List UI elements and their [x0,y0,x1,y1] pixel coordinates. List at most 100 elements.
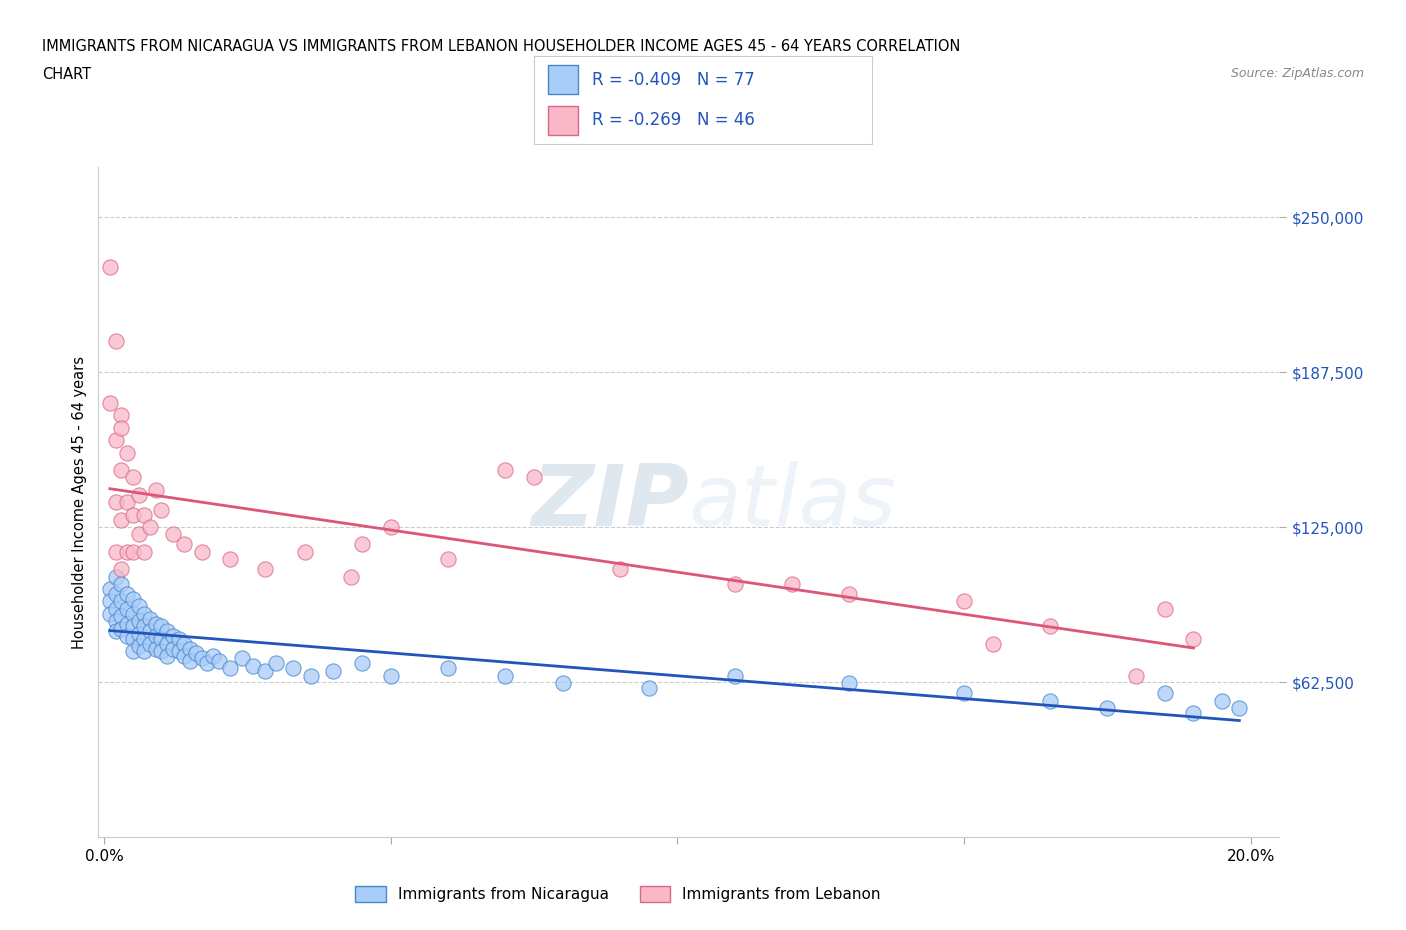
Text: R = -0.269   N = 46: R = -0.269 N = 46 [592,112,755,129]
Point [110,408,132,423]
Point [981,636,1004,651]
Point [167,631,190,646]
Point [139,624,162,639]
Text: IMMIGRANTS FROM NICARAGUA VS IMMIGRANTS FROM LEBANON HOUSEHOLDER INCOME AGES 45 : IMMIGRANTS FROM NICARAGUA VS IMMIGRANTS … [42,39,960,54]
Point [495,462,517,477]
Point [128,487,150,502]
Point [121,631,143,646]
Point [294,544,316,559]
Point [724,577,747,591]
Point [190,544,212,559]
Point [219,661,242,676]
Point [184,646,207,661]
Point [98,395,121,410]
Point [110,609,132,624]
Point [110,594,132,609]
Point [145,629,167,644]
Point [352,537,374,551]
Point [145,617,167,631]
Point [121,618,143,633]
Point [104,587,127,602]
Point [104,614,127,629]
Point [115,587,138,602]
Point [104,334,127,349]
Point [150,631,173,646]
Point [167,644,190,658]
Point [128,639,150,654]
Point [156,648,179,663]
Point [208,654,231,669]
Point [838,587,860,602]
Bar [548,65,578,94]
Point [134,606,156,621]
Point [551,676,574,691]
Point [128,527,150,542]
Point [115,495,138,510]
Point [780,577,803,591]
Point [104,432,127,447]
Point [1153,602,1175,617]
Point [110,462,132,477]
Point [139,520,162,535]
Point [162,527,184,542]
Text: CHART: CHART [42,67,91,82]
Point [115,602,138,617]
Point [110,621,132,636]
Text: atlas: atlas [689,460,897,544]
Point [231,651,253,666]
Point [134,544,156,559]
Point [838,676,860,691]
Point [98,606,121,621]
Point [1182,706,1205,721]
Point [264,656,287,671]
Point [104,569,127,584]
Text: Source: ZipAtlas.com: Source: ZipAtlas.com [1230,67,1364,80]
Point [145,483,167,498]
Point [380,669,402,684]
Point [437,551,460,566]
Point [104,495,127,510]
Point [121,644,143,658]
Point [1182,631,1205,646]
Point [128,626,150,641]
Point [110,577,132,591]
Point [1039,618,1062,633]
Point [98,581,121,596]
Point [322,663,344,678]
Point [98,594,121,609]
Bar [548,106,578,136]
Point [1211,693,1233,708]
Point [150,644,173,658]
Point [253,562,276,577]
Text: ZIP: ZIP [531,460,689,544]
Point [134,618,156,633]
Point [339,569,361,584]
Point [115,629,138,644]
Point [162,629,184,644]
Text: R = -0.409   N = 77: R = -0.409 N = 77 [592,71,755,88]
Point [128,599,150,614]
Point [145,641,167,656]
Point [173,648,195,663]
Point [242,658,264,673]
Point [523,470,546,485]
Point [115,544,138,559]
Point [156,636,179,651]
Point [437,661,460,676]
Point [637,681,659,696]
Point [104,624,127,639]
Point [128,614,150,629]
Point [121,470,143,485]
Point [134,631,156,646]
Point [253,663,276,678]
Point [195,656,218,671]
Point [110,420,132,435]
Point [299,669,322,684]
Point [179,641,201,656]
Point [609,562,631,577]
Point [104,544,127,559]
Point [121,507,143,522]
Point [110,512,132,527]
Point [219,551,242,566]
Point [1227,700,1250,715]
